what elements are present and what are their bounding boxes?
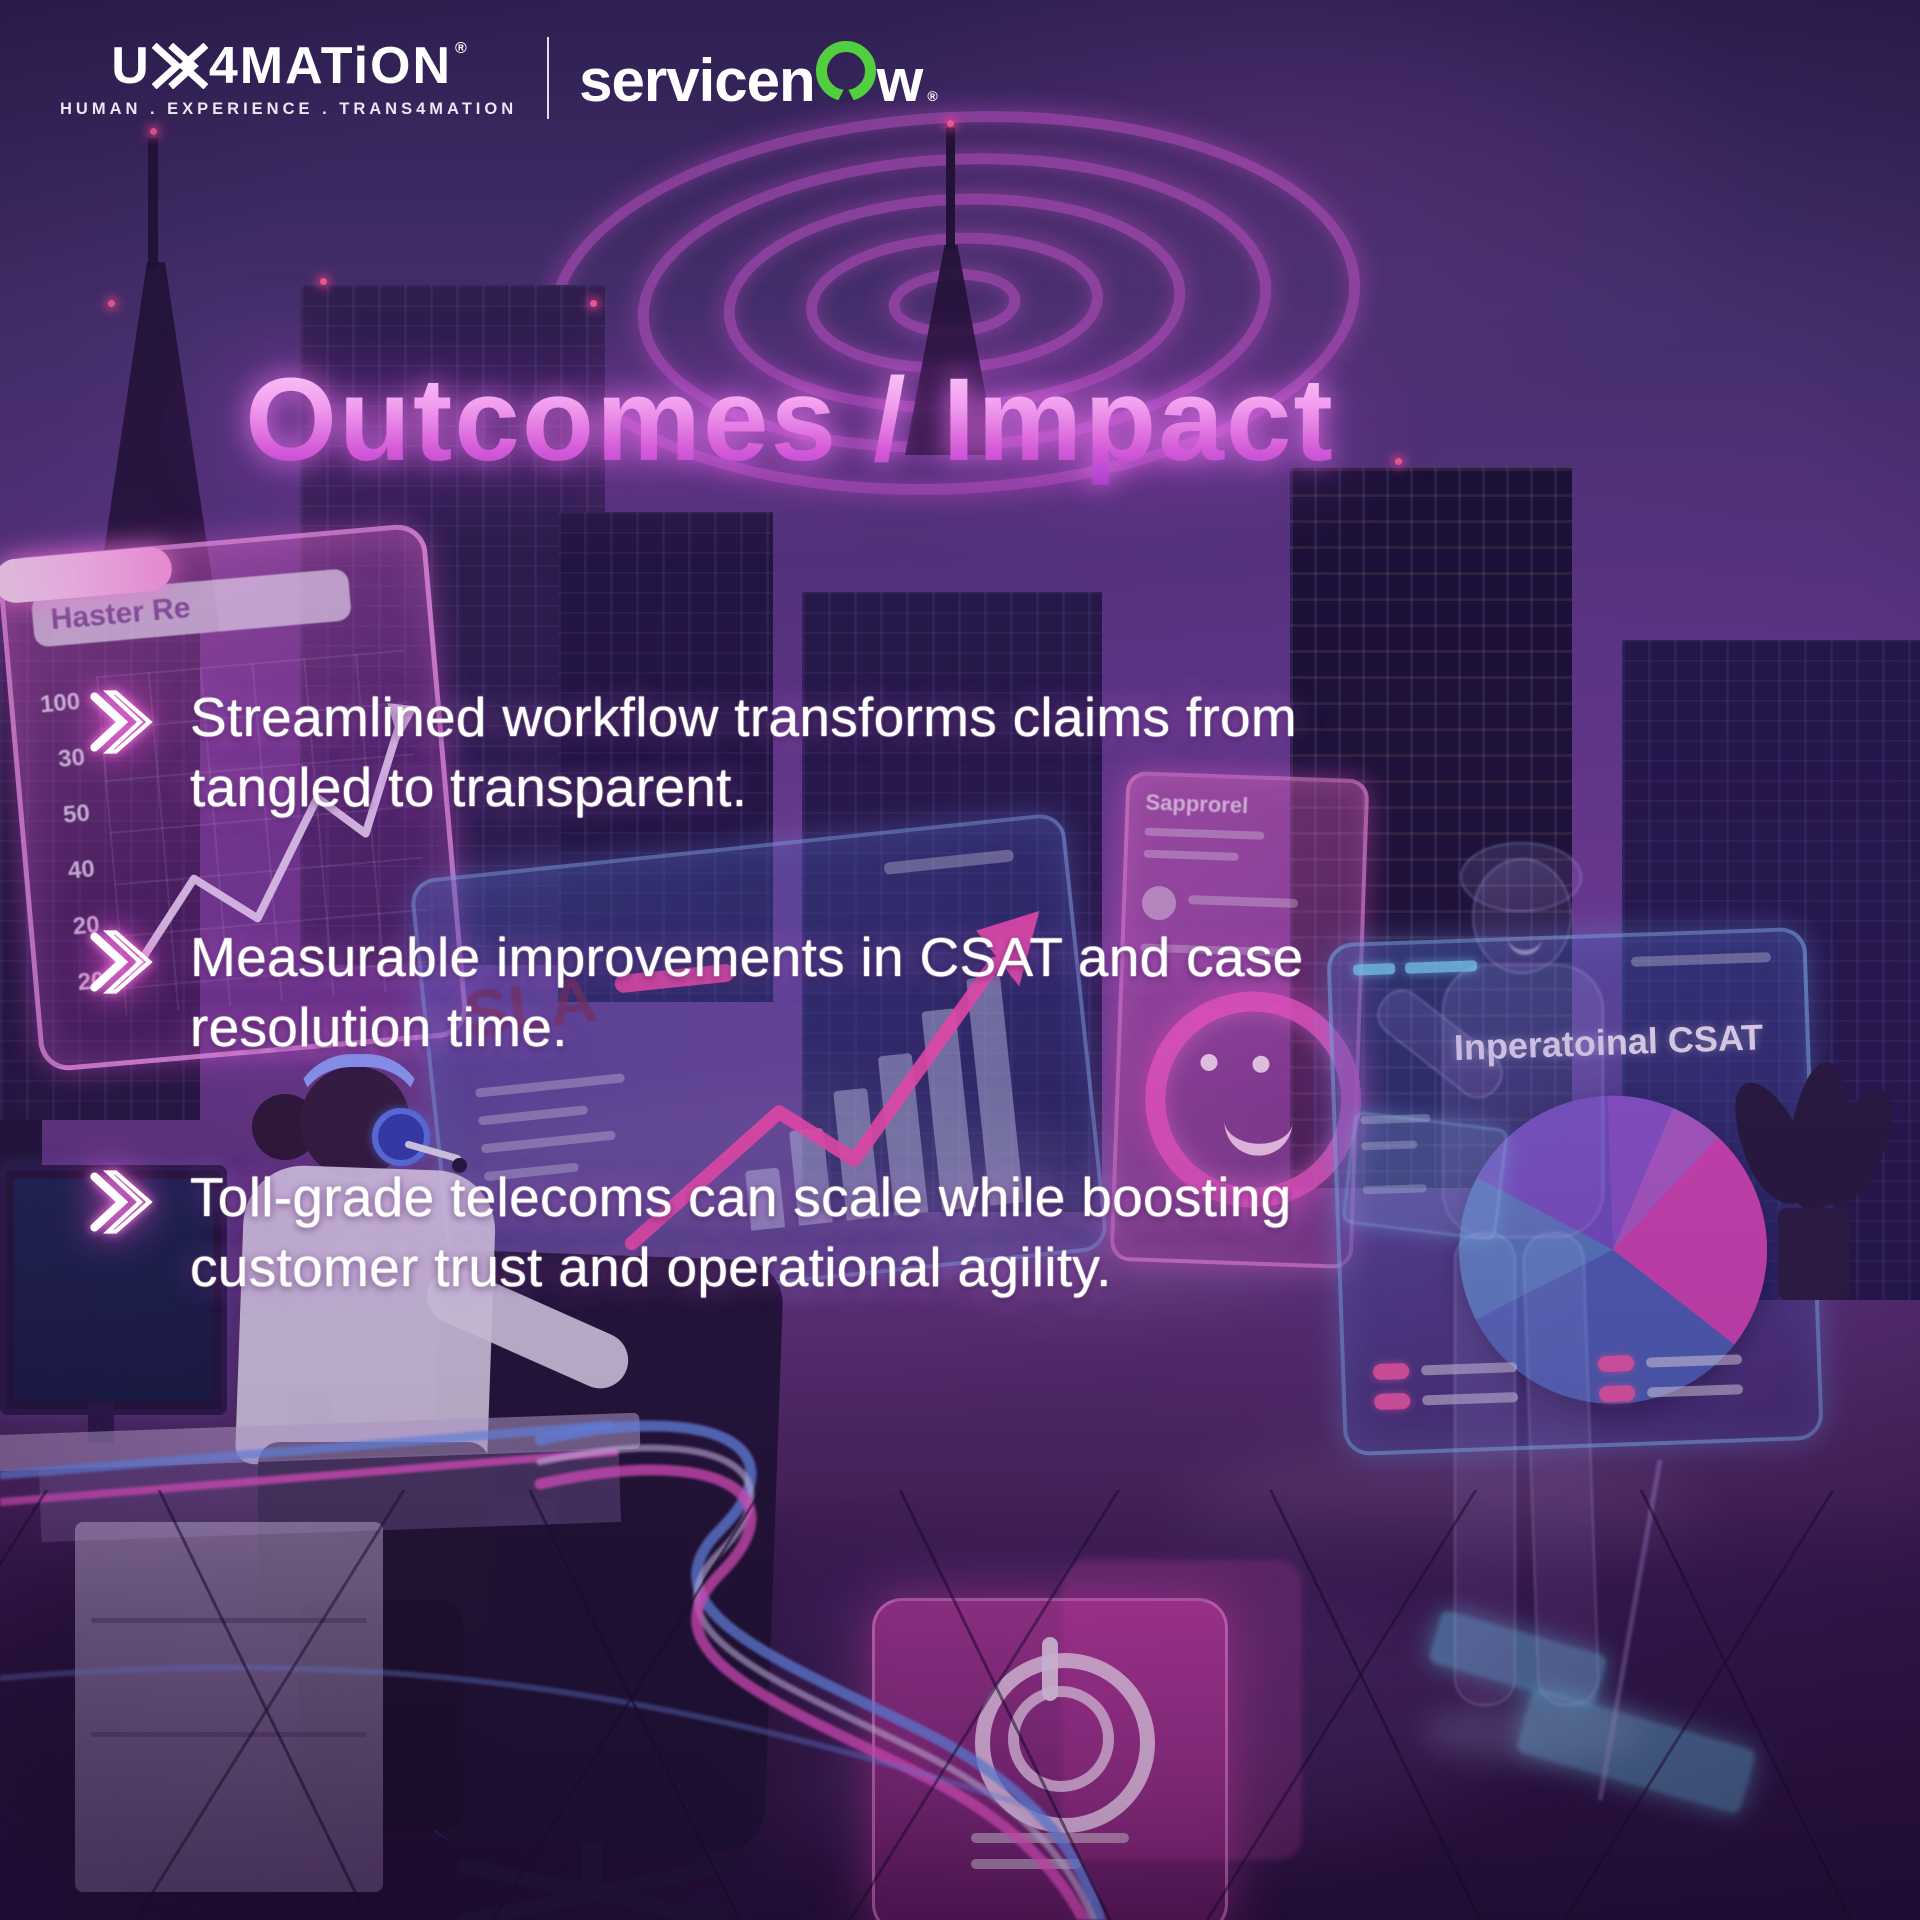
bullet-item: Measurable improvements in CSAT and case… bbox=[84, 922, 1424, 1062]
brand-suffix: 4MATiON bbox=[208, 37, 453, 95]
telecom-mast bbox=[148, 138, 158, 270]
holo-head bbox=[1472, 858, 1572, 974]
smiley-mouth bbox=[1223, 1106, 1293, 1157]
logo-divider bbox=[547, 36, 550, 119]
y-tick: 100 bbox=[38, 688, 82, 719]
ux4mation-logo: U 4MATiON ® HUMAN . EXPERIENCE . TRANS4M… bbox=[60, 36, 517, 119]
text-bar bbox=[1144, 827, 1265, 840]
headset-mic bbox=[452, 1158, 467, 1173]
double-chevron-icon bbox=[90, 1170, 153, 1234]
monitor-screen bbox=[14, 1179, 213, 1401]
line-chart bbox=[128, 703, 418, 979]
holo-smile bbox=[1508, 934, 1542, 955]
floor-grid-lines bbox=[0, 1490, 1920, 1920]
bullet-line: customer trust and operational agility. bbox=[190, 1236, 1112, 1298]
y-tick: 40 bbox=[66, 855, 96, 885]
green-ring-o-icon bbox=[815, 40, 876, 101]
arrowhead bbox=[387, 703, 418, 741]
servicenow-text: w bbox=[876, 46, 924, 114]
holo-torso bbox=[1442, 964, 1604, 1238]
page-title: Outcomes / Impact bbox=[30, 352, 1550, 488]
registered-mark: ® bbox=[455, 40, 469, 57]
bullet-line: Streamlined workflow transforms claims f… bbox=[190, 686, 1298, 748]
fog bbox=[430, 1090, 1070, 1270]
building-light bbox=[320, 278, 327, 285]
plant-pot bbox=[1778, 1208, 1850, 1300]
tower-beacon-light bbox=[150, 128, 157, 135]
chevron-x-icon bbox=[151, 43, 208, 89]
building-light bbox=[590, 300, 597, 307]
bullet-line: Measurable improvements in CSAT and case bbox=[190, 926, 1304, 988]
bullet-item: Toll-grade telecoms can scale while boos… bbox=[84, 1162, 1424, 1302]
ux4mation-wordmark: U 4MATiON ® bbox=[111, 36, 469, 96]
double-chevron-icon bbox=[90, 690, 153, 754]
building bbox=[1290, 468, 1572, 1188]
brand-prefix: U bbox=[111, 37, 151, 95]
bullet-line: Toll-grade telecoms can scale while boos… bbox=[190, 1166, 1292, 1228]
registered-mark: ® bbox=[927, 87, 937, 104]
bullet-line: tangled to transparent. bbox=[190, 756, 748, 818]
rising-arrow bbox=[624, 910, 1040, 1251]
bullet-text: Measurable improvements in CSAT and case… bbox=[190, 922, 1304, 1062]
y-tick: 30 bbox=[57, 743, 87, 774]
bullet-item: Streamlined workflow transforms claims f… bbox=[84, 682, 1424, 822]
telecom-mast bbox=[946, 128, 955, 250]
headset-earcup-icon bbox=[372, 1108, 430, 1166]
building bbox=[802, 592, 1102, 1212]
text-bar bbox=[1143, 849, 1239, 861]
brand-tagline: HUMAN . EXPERIENCE . TRANS4MATION bbox=[60, 100, 518, 118]
building bbox=[558, 512, 773, 1002]
text-bar bbox=[477, 1105, 589, 1126]
monitor bbox=[0, 1165, 227, 1415]
bullet-text: Toll-grade telecoms can scale while boos… bbox=[190, 1162, 1292, 1302]
avatar bbox=[1141, 885, 1177, 921]
text-bar bbox=[1188, 895, 1299, 908]
double-chevron-icon bbox=[90, 930, 153, 994]
bullet-text: Streamlined workflow transforms claims f… bbox=[190, 682, 1297, 822]
servicenow-logo: servicen w ® bbox=[579, 40, 938, 115]
servicenow-text: servicen bbox=[579, 46, 816, 114]
bullet-line: resolution time. bbox=[190, 996, 568, 1058]
tower-beacon-light bbox=[108, 300, 115, 307]
header: U 4MATiON ® HUMAN . EXPERIENCE . TRANS4M… bbox=[60, 36, 938, 119]
sla-dashboard-panel: SLA bbox=[408, 811, 1110, 1319]
fog bbox=[900, 1140, 1360, 1300]
tower-beacon-light bbox=[947, 120, 954, 127]
building-light bbox=[1395, 458, 1402, 465]
resolution-chart-panel: Haster Re 100 30 50 40 20 20 bbox=[0, 522, 470, 1073]
